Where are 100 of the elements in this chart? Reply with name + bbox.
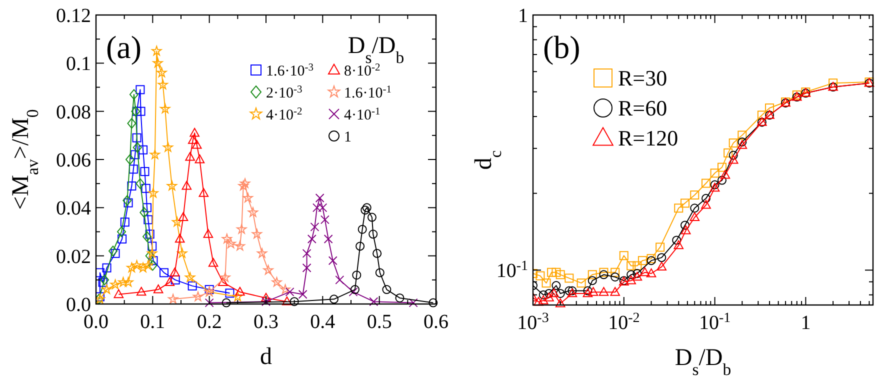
point [320,215,330,224]
point [198,188,209,197]
point [290,297,299,306]
point [148,188,158,198]
x-tick-label: 10$^{-1}$ [698,310,731,334]
x-tick-label: 0.1 [140,311,166,333]
point [162,142,174,152]
point [126,154,134,165]
point [152,58,163,68]
x-tick-label: 0.2 [196,311,222,333]
point [234,240,245,251]
point [261,292,271,302]
point [310,222,320,232]
point [335,275,344,284]
point [150,149,160,160]
point [123,277,134,287]
point [285,287,294,296]
point [194,154,205,164]
point [315,194,324,203]
point [192,291,204,302]
point [225,288,234,298]
x-tick-label: 0.5 [366,311,392,333]
legend-label: R=120 [618,126,678,151]
legend-label: R=30 [618,66,668,91]
point [352,270,362,280]
point [185,272,196,282]
point [372,248,382,258]
point [330,294,338,304]
point [302,248,312,258]
point [128,164,138,174]
point [177,248,188,258]
point [160,268,168,278]
point [144,215,153,224]
point [428,298,438,308]
point [302,263,312,272]
point [152,46,162,56]
point [96,268,104,278]
point [172,216,182,226]
legend-label: 4·10$^{-2}$ [266,106,302,124]
y-tick-label: 0.12 [56,5,91,27]
point [190,128,200,137]
point [136,286,146,296]
y-tick-label: 0.06 [56,150,91,172]
point [158,80,168,90]
point [140,167,150,176]
point [136,85,145,94]
point [324,234,333,244]
point [220,272,230,282]
point [164,277,175,286]
point [218,277,228,286]
point [122,195,132,206]
point [132,133,142,142]
annotation: (b) [543,29,580,65]
point [132,142,142,153]
point [368,230,378,239]
point [188,281,197,290]
point [148,242,157,251]
point [156,68,167,78]
point [235,286,245,296]
y-tick-label: 0.08 [56,101,91,124]
point [238,180,248,190]
x-axis-title: D$_{s}$/D$_{b}$ [674,345,732,378]
point [222,234,232,244]
point [328,256,338,266]
point [142,231,152,242]
point [307,234,316,244]
y-tick-label: 0.02 [56,246,91,268]
x-tick-label: 1 [800,312,811,334]
point [208,258,218,267]
point [360,206,370,215]
x-tick-label: 10$^{-3}$ [517,310,549,334]
point [138,262,148,272]
point [141,184,150,193]
point [138,145,148,154]
point [147,248,158,258]
point [118,277,128,287]
point [232,291,243,302]
point [367,212,376,222]
point [100,274,109,286]
point [114,289,124,298]
point [117,226,126,238]
point [192,140,202,149]
point [272,277,282,287]
point [140,207,149,218]
point [408,298,418,308]
x-tick-label: 0.4 [310,311,336,333]
point [222,298,231,308]
point [136,106,146,116]
point [356,242,365,251]
point [127,181,136,190]
point [124,198,133,208]
point [166,180,177,190]
point [120,218,130,227]
point [358,224,367,234]
point [136,178,145,189]
point [252,228,262,239]
point [263,264,274,275]
point [204,285,214,294]
point [375,268,384,278]
point [126,262,137,272]
